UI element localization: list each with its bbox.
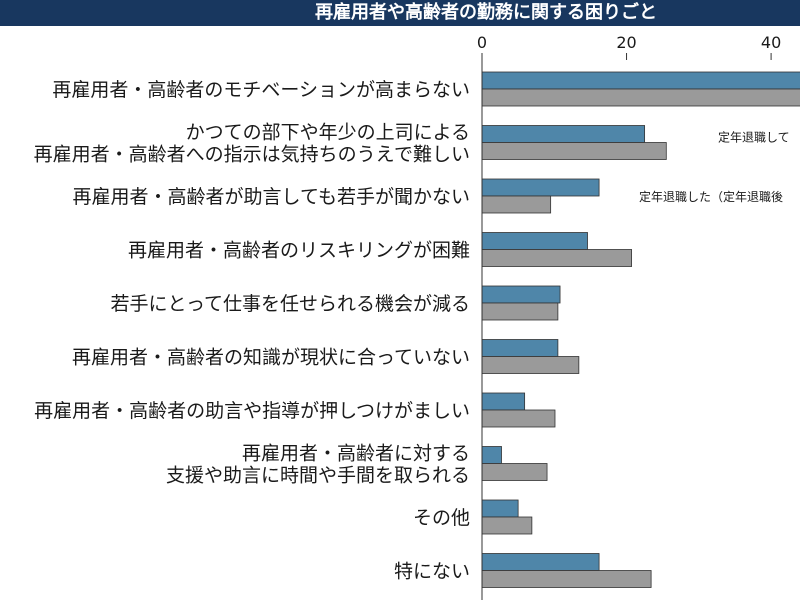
category-label-5: 若手にとって仕事を任せられる機会が減る: [111, 293, 470, 315]
category-label-3: 再雇用者・高齢者が助言しても若手が聞かない: [73, 186, 470, 208]
category-label-8-line-2: 支援や助言に時間や手間を取られる: [166, 465, 470, 487]
bar-s1-c6: [481, 339, 559, 357]
category-label-8-line-1: 再雇用者・高齢者に対する: [242, 443, 470, 465]
category-label-2-line-1: かつての部下や年少の上司による: [186, 122, 470, 144]
bar-s2-c2: [481, 142, 667, 160]
bar-s1-c9: [481, 499, 519, 518]
chart-title: 再雇用者や高齢者の勤務に関する困りごと: [315, 2, 657, 23]
bar-s1-c1: [481, 71, 800, 90]
bar-s2-c4: [481, 249, 633, 267]
category-label-10: 特にない: [394, 561, 470, 583]
category-label-7: 再雇用者・高齢者の助言や指導が押しつけがましい: [34, 400, 470, 422]
bar-s2-c6: [481, 356, 580, 374]
bar-s2-c8: [481, 463, 548, 481]
x-axis: 0 20 40: [477, 33, 781, 600]
bar-s1-c10: [481, 553, 600, 571]
category-label-6: 再雇用者・高齢者の知識が現状に合っていない: [72, 347, 470, 369]
bar-s2-c9: [481, 516, 533, 535]
bar-s1-c5: [481, 285, 561, 304]
x-tick-label-2: 20: [616, 33, 636, 52]
category-labels: 再雇用者・高齢者のモチベーションが高まらないかつての部下や年少の上司による再雇用…: [34, 79, 470, 583]
annotation-2: 定年退職した（定年退職後: [639, 189, 783, 204]
title-bar: 再雇用者や高齢者の勤務に関する困りごと: [0, 0, 800, 26]
x-tick-label-1: 0: [477, 33, 487, 52]
category-label-4: 再雇用者・高齢者のリスキリングが困難: [128, 240, 470, 262]
category-label-2-line-2: 再雇用者・高齢者への指示は気持ちのうえで難しい: [34, 144, 470, 166]
bar-s1-c7: [481, 392, 526, 411]
bar-s2-c1: [481, 88, 800, 107]
bar-s2-c10: [481, 570, 652, 588]
bar-s2-c7: [481, 409, 556, 428]
bar-s1-c3: [481, 178, 600, 197]
category-label-9: その他: [413, 507, 470, 529]
x-tick-label-3: 40: [761, 33, 781, 52]
bar-s2-c5: [481, 302, 559, 321]
bar-s1-c4: [481, 232, 588, 250]
category-label-1: 再雇用者・高齢者のモチベーションが高まらない: [52, 79, 470, 101]
annotation-1: 定年退職して: [718, 130, 790, 145]
bar-s1-c8: [481, 446, 502, 464]
bars-group: [481, 71, 800, 588]
bar-s2-c3: [481, 195, 552, 214]
bar-s1-c2: [481, 125, 646, 143]
